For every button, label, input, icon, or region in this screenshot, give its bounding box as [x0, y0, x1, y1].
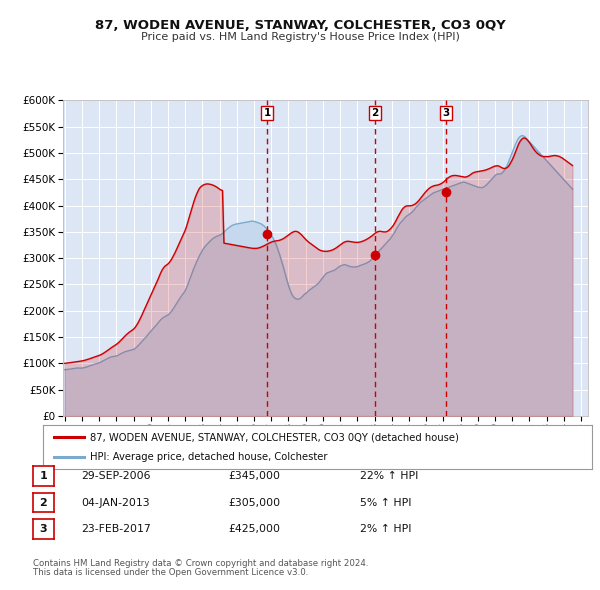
Text: 22% ↑ HPI: 22% ↑ HPI — [360, 471, 418, 481]
Text: £345,000: £345,000 — [228, 471, 280, 481]
Text: This data is licensed under the Open Government Licence v3.0.: This data is licensed under the Open Gov… — [33, 568, 308, 577]
Text: Contains HM Land Registry data © Crown copyright and database right 2024.: Contains HM Land Registry data © Crown c… — [33, 559, 368, 568]
Text: Price paid vs. HM Land Registry's House Price Index (HPI): Price paid vs. HM Land Registry's House … — [140, 32, 460, 42]
Text: 3: 3 — [442, 108, 449, 118]
Text: 3: 3 — [40, 525, 47, 534]
Text: £425,000: £425,000 — [228, 525, 280, 534]
Text: 29-SEP-2006: 29-SEP-2006 — [81, 471, 151, 481]
Text: 2% ↑ HPI: 2% ↑ HPI — [360, 525, 412, 534]
Text: 5% ↑ HPI: 5% ↑ HPI — [360, 498, 412, 507]
Text: HPI: Average price, detached house, Colchester: HPI: Average price, detached house, Colc… — [90, 452, 328, 462]
Text: 2: 2 — [371, 108, 379, 118]
Text: 1: 1 — [263, 108, 271, 118]
Text: £305,000: £305,000 — [228, 498, 280, 507]
Text: 1: 1 — [40, 471, 47, 481]
Text: 2: 2 — [40, 498, 47, 507]
Text: 87, WODEN AVENUE, STANWAY, COLCHESTER, CO3 0QY: 87, WODEN AVENUE, STANWAY, COLCHESTER, C… — [95, 19, 505, 32]
Text: 23-FEB-2017: 23-FEB-2017 — [81, 525, 151, 534]
Text: 87, WODEN AVENUE, STANWAY, COLCHESTER, CO3 0QY (detached house): 87, WODEN AVENUE, STANWAY, COLCHESTER, C… — [90, 432, 459, 442]
Text: 04-JAN-2013: 04-JAN-2013 — [81, 498, 149, 507]
